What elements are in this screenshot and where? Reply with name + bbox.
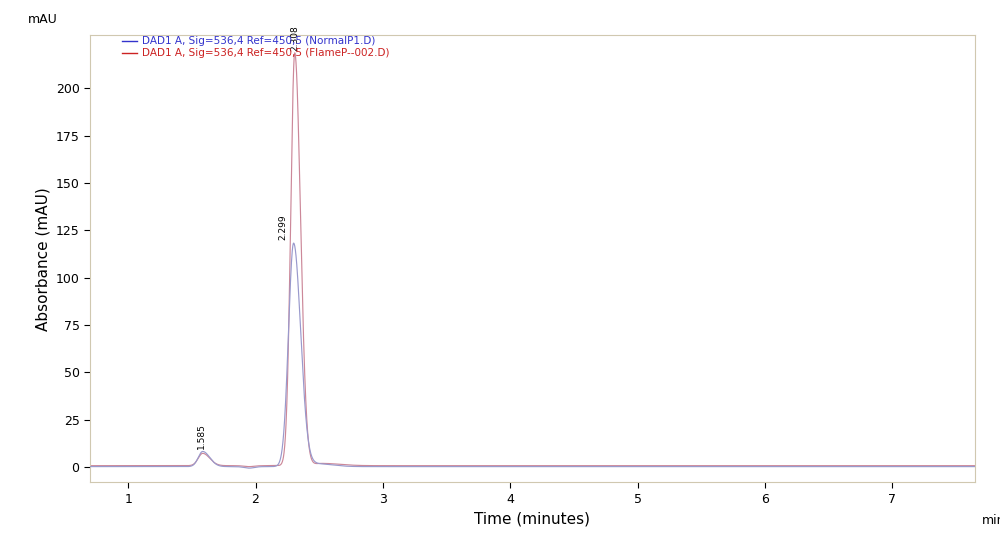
Text: 2.308: 2.308 xyxy=(290,25,299,51)
Y-axis label: Absorbance (mAU): Absorbance (mAU) xyxy=(35,187,50,331)
X-axis label: Time (minutes): Time (minutes) xyxy=(475,511,590,526)
Text: 2.299: 2.299 xyxy=(279,214,288,240)
Text: mAU: mAU xyxy=(28,14,58,27)
Text: 1.585: 1.585 xyxy=(197,423,206,449)
Legend: DAD1 A, Sig=536,4 Ref=450,5 (NormalP1.D), DAD1 A, Sig=536,4 Ref=450,5 (FlameP--0: DAD1 A, Sig=536,4 Ref=450,5 (NormalP1.D)… xyxy=(122,36,389,58)
Text: min: min xyxy=(982,513,1000,526)
